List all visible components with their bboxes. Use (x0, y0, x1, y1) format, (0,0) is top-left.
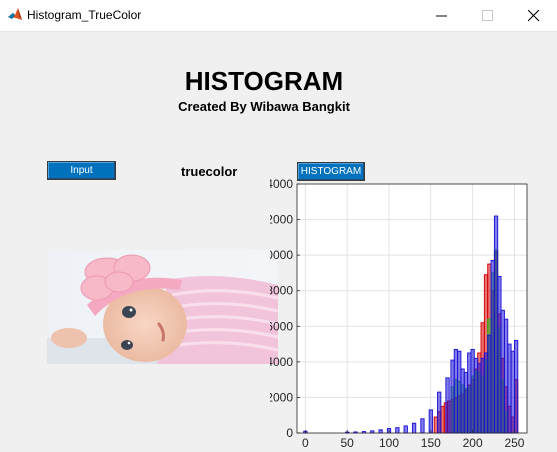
axes-box (296, 183, 528, 434)
histogram-bar (470, 348, 475, 434)
histogram-bar (420, 418, 425, 434)
page-subtitle: Created By Wibawa Bangkit (178, 99, 350, 114)
y-tick-label: 4000 (270, 355, 293, 369)
y-tick-label: 10000 (270, 248, 293, 262)
x-tick-label: 200 (463, 436, 483, 450)
close-icon (528, 10, 540, 22)
histogram-bar (487, 334, 492, 434)
matlab-icon (7, 7, 23, 23)
histogram-bar (480, 357, 485, 434)
histogram-bar (428, 409, 433, 434)
histogram-bar (503, 318, 509, 434)
histogram-bar (463, 372, 469, 434)
histogram-bar (514, 340, 519, 434)
x-tick-label: 50 (341, 436, 355, 450)
y-tick-label: 2000 (270, 390, 293, 404)
histogram-bar (483, 352, 489, 434)
histogram-bar (457, 350, 462, 434)
histogram-bar (490, 260, 495, 434)
histogram-bar (440, 405, 445, 434)
y-tick-label: 6000 (270, 319, 293, 333)
maximize-icon (482, 10, 493, 21)
histogram-bar (477, 363, 482, 434)
histogram-bar (433, 416, 438, 434)
histogram-bar (403, 425, 408, 434)
y-tick-label: 8000 (270, 284, 293, 298)
histogram-bar (460, 368, 465, 434)
histogram-bar (467, 352, 472, 434)
y-tick-label: 14000 (270, 177, 293, 191)
histogram-bar (395, 427, 400, 434)
histogram-bar (378, 429, 383, 434)
histogram-bar (450, 359, 455, 434)
title-bar: Histogram_TrueColor (0, 0, 557, 32)
histogram-button[interactable]: HISTOGRAM (297, 162, 365, 181)
close-button[interactable] (511, 0, 557, 31)
input-button[interactable]: Input (47, 161, 116, 180)
x-tick-label: 150 (421, 436, 441, 450)
histogram-chart: 0 50 100 150 200 250 0 2000 4000 6000 8000 10000 120… (270, 177, 528, 450)
histogram-bar (411, 422, 417, 434)
histogram-bar (500, 309, 505, 434)
histogram-bar (453, 348, 459, 434)
histogram-bar (473, 357, 479, 434)
histogram-bar (437, 391, 442, 434)
x-tick-label: 250 (504, 436, 524, 450)
maximize-button (465, 0, 511, 31)
histogram-bar (507, 343, 512, 434)
histogram-bar (497, 276, 502, 434)
x-tick-label: 0 (302, 436, 309, 450)
y-tick-label: 0 (286, 426, 293, 440)
window-title: Histogram_TrueColor (27, 8, 142, 22)
image-type-label: truecolor (181, 164, 238, 179)
histogram-bar (445, 377, 450, 434)
histogram-bar (510, 350, 515, 434)
minimize-button[interactable] (419, 0, 465, 31)
page-title: HISTOGRAM (184, 66, 344, 96)
x-tick-label: 100 (379, 436, 399, 450)
minimize-icon (436, 15, 447, 17)
y-tick-label: 12000 (270, 213, 293, 227)
baby-photo (47, 250, 278, 364)
histogram-bar (493, 215, 499, 434)
